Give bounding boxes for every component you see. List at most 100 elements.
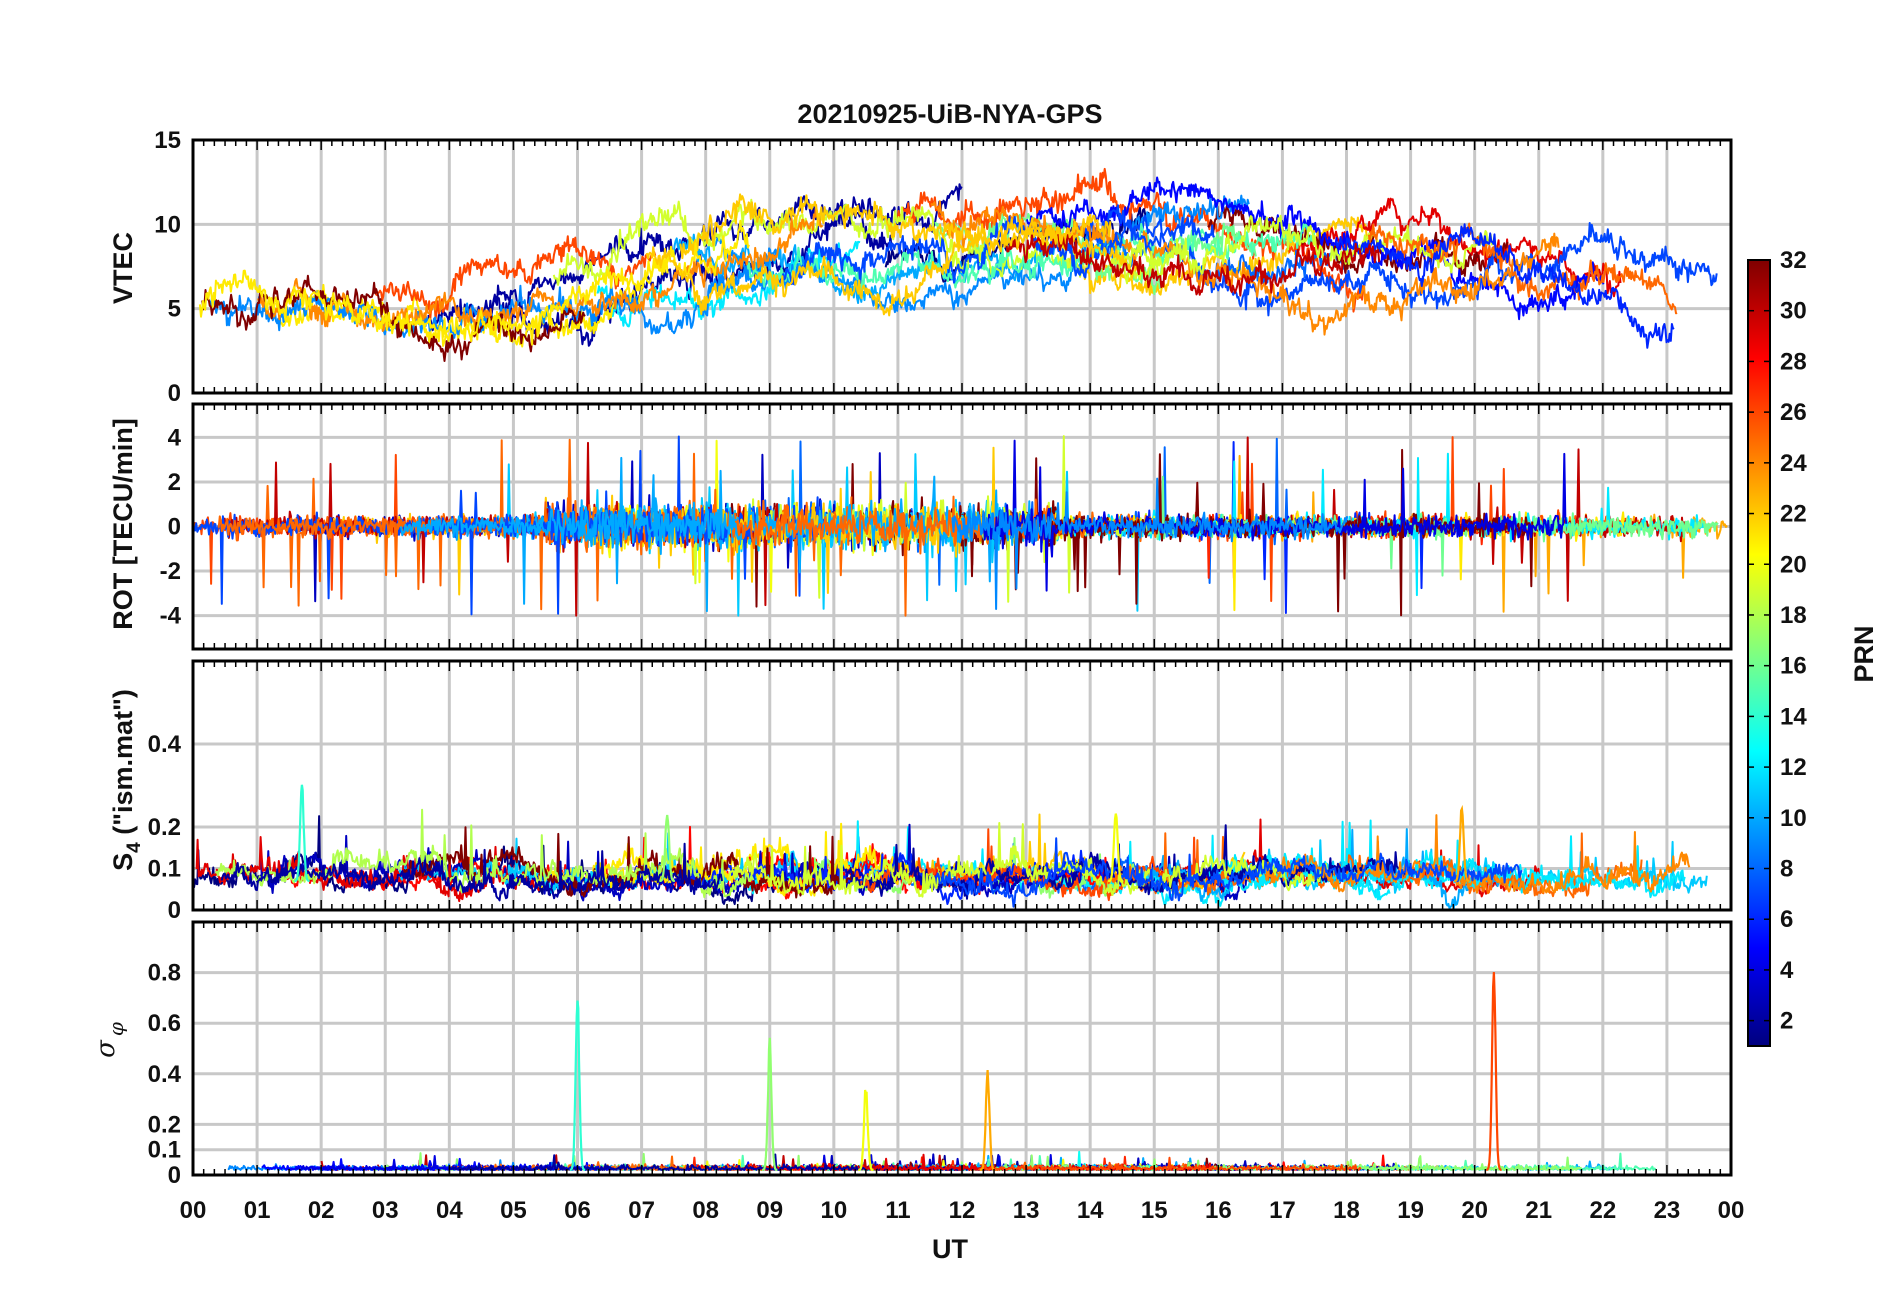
x-tick-label-5: 05 (500, 1197, 527, 1224)
chart-title: 20210925-UiB-NYA-GPS (797, 99, 1102, 129)
s4-series (193, 784, 1708, 910)
colorbar-tick-label-7: 16 (1780, 653, 1807, 680)
vtec-series-line-22 (775, 215, 1216, 286)
sigma_phi-peak-2 (858, 1089, 874, 1172)
s4-axis-label-main: S (108, 853, 138, 871)
sigma_phi-peak-0 (569, 1000, 586, 1171)
s4-peak-3 (1454, 804, 1470, 883)
rot-ytick-label-0: -4 (160, 603, 182, 630)
rot-series-line-29 (951, 477, 1349, 610)
sigma-phi-axis-label-main: σ (91, 1039, 121, 1058)
s4-axis-label-rest: ("ism.mat") (108, 689, 138, 842)
x-tick-label-7: 07 (628, 1197, 655, 1224)
s4-series-line-28 (1264, 814, 1691, 895)
vtec-series-line-21 (1108, 214, 1493, 275)
sigma_phi-series-line-26 (448, 1153, 970, 1171)
s4-ytick-label-2: 0.2 (148, 814, 181, 841)
s4-peak-2 (1108, 813, 1124, 883)
vtec-ytick-label-1: 5 (168, 296, 181, 323)
sigma_phi-frame (191, 920, 1733, 1177)
panel-sigma-phi: 00.10.2 0.4 0.6 0.8 (148, 920, 1733, 1189)
x-tick-label-1: 01 (244, 1197, 271, 1224)
sigma_phi-series-line-29 (978, 1156, 1362, 1171)
x-tick-label-22: 22 (1589, 1197, 1616, 1224)
vtec-series (198, 167, 1718, 362)
s4-ytick-label-1: 0.1 (148, 856, 181, 883)
vtec-series-line-29 (645, 213, 1112, 317)
x-tick-label-20: 20 (1461, 1197, 1488, 1224)
panel-s4: 0 0.1 0.2 0.4 (148, 659, 1733, 924)
panel-vtec: 0 5 10 15 (154, 127, 1733, 407)
x-tick-label-16: 16 (1205, 1197, 1232, 1224)
sigma_phi-ytick-label-3: 0.4 (148, 1061, 182, 1088)
rot-ytick-label-1: -2 (160, 558, 181, 585)
colorbar-tick-label-6: 14 (1780, 703, 1807, 730)
vtec-ytick-label-3: 15 (154, 127, 181, 154)
rot-series (193, 435, 1728, 617)
s4-ytick-label-0: 0 (168, 897, 181, 924)
x-tick-label-4: 04 (436, 1197, 463, 1224)
sigma_phi-peak-1 (762, 1037, 778, 1172)
vtec-ytick-label-2: 10 (154, 211, 181, 238)
sigma_phi-ytick-label-2: 0.2 (148, 1111, 181, 1138)
vtec-axis-label: VTEC (108, 232, 138, 304)
colorbar-tick-label-12: 26 (1780, 399, 1807, 426)
vtec-series-line-5 (275, 257, 669, 348)
x-tick-label-3: 03 (372, 1197, 399, 1224)
x-tick-label-2: 02 (308, 1197, 335, 1224)
x-tick-label-0: 00 (180, 1197, 207, 1224)
s4-peak-0 (294, 784, 310, 883)
s4-ytick-label-3: 0.4 (148, 731, 182, 758)
sigma-phi-axis-label: σφ (91, 1022, 128, 1058)
s4-axis-label: S4 ("ism.mat") (108, 689, 145, 871)
colorbar-tick-label-9: 20 (1780, 551, 1807, 578)
colorbar-tick-label-1: 4 (1780, 957, 1794, 984)
sigma_phi-ytick-label-4: 0.6 (148, 1010, 181, 1037)
s4-series-line-27 (728, 822, 1330, 898)
colorbar-tick-label-11: 24 (1780, 450, 1807, 477)
x-tick-label-6: 06 (564, 1197, 591, 1224)
vtec-ytick-label-0: 0 (168, 380, 181, 407)
colorbar-tick-label-10: 22 (1780, 501, 1807, 528)
x-tick-label-19: 19 (1397, 1197, 1424, 1224)
sigma_phi-ytick-label-0: 0 (168, 1162, 181, 1189)
s4-frame (191, 659, 1733, 912)
colorbar-tick-label-15: 32 (1780, 247, 1807, 274)
rot-series-line-28 (399, 456, 741, 605)
x-tick-label-14: 14 (1077, 1197, 1104, 1224)
s4-peak-1 (659, 814, 675, 883)
x-tick-label-8: 08 (692, 1197, 719, 1224)
x-axis-label: UT (932, 1234, 968, 1264)
vtec-frame (191, 138, 1733, 395)
s4-series-line-29 (935, 837, 1523, 908)
x-tick-label-24: 00 (1718, 1197, 1745, 1224)
x-tick-label-23: 23 (1654, 1197, 1681, 1224)
s4-axis-label-sub: 4 (124, 842, 145, 853)
sigma_phi-peak-3 (979, 1070, 996, 1172)
sigma_phi-ytick-label-5: 0.8 (148, 960, 181, 987)
vtec-series-line-14 (712, 194, 1250, 314)
sigma-phi-axis-label-sub: φ (104, 1022, 128, 1036)
colorbar-label: PRN (1849, 625, 1879, 682)
colorbar-tick-label-2: 6 (1780, 906, 1793, 933)
colorbar-tick-label-3: 8 (1780, 856, 1793, 883)
x-tick-label-15: 15 (1141, 1197, 1168, 1224)
x-tick-labels: 00 01 02 03 04 05 06 07 08 09 10 11 12 13 14 15 16 17 18 19… (180, 1197, 1745, 1224)
rot-axis-label: ROT [TECU/min] (108, 418, 138, 629)
sigma_phi-peak-4 (1486, 972, 1502, 1171)
x-tick-label-10: 10 (820, 1197, 847, 1224)
x-tick-label-13: 13 (1013, 1197, 1040, 1224)
rot-ytick-label-2: 0 (168, 514, 181, 541)
vtec-series-line-25 (1367, 222, 1678, 315)
x-tick-label-18: 18 (1333, 1197, 1360, 1224)
rot-ytick-label-4: 4 (168, 424, 182, 451)
colorbar-gradient (1747, 259, 1771, 1047)
x-tick-label-9: 09 (756, 1197, 783, 1224)
x-tick-label-12: 12 (949, 1197, 976, 1224)
rot-ytick-label-3: 2 (168, 469, 181, 496)
colorbar-tick-label-13: 28 (1780, 348, 1807, 375)
x-tick-label-17: 17 (1269, 1197, 1296, 1224)
vtec-series-line-27 (198, 219, 750, 346)
rot-frame (191, 402, 1733, 651)
